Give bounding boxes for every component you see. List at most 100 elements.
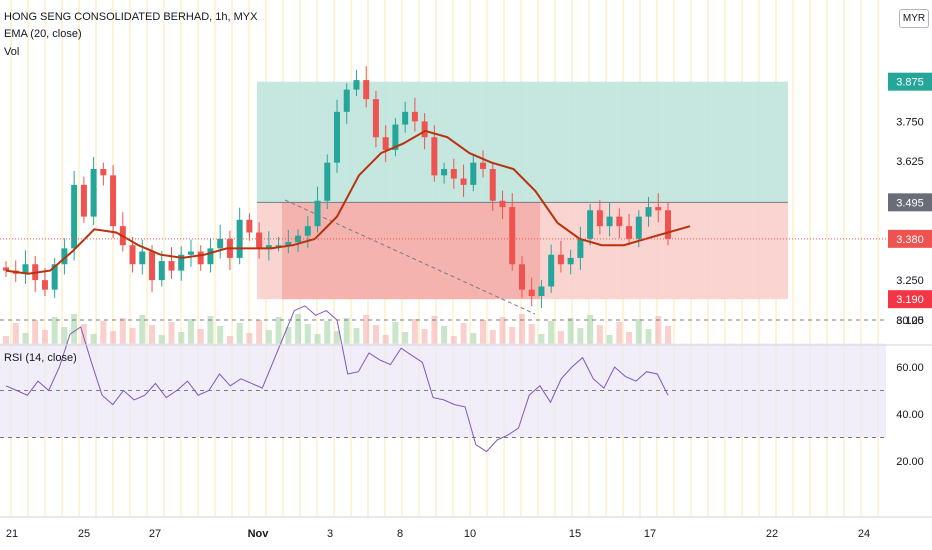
candle-body bbox=[158, 261, 165, 281]
candle-body bbox=[626, 226, 633, 239]
volume-bar bbox=[635, 319, 642, 344]
volume-bar bbox=[402, 332, 409, 344]
candle-body bbox=[489, 169, 496, 201]
volume-bar bbox=[41, 330, 48, 344]
candle-body bbox=[596, 210, 603, 227]
price-tick-label: 3.250 bbox=[896, 275, 924, 287]
candle-body bbox=[392, 124, 399, 150]
candle-body bbox=[178, 254, 185, 271]
candle-body bbox=[197, 251, 204, 265]
volume-bar bbox=[304, 324, 311, 344]
candle-body bbox=[80, 184, 87, 217]
price-badge bbox=[888, 290, 932, 309]
volume-bar bbox=[460, 323, 467, 344]
volume-bar bbox=[90, 334, 97, 344]
volume-bar bbox=[12, 323, 19, 344]
ema-legend[interactable]: EMA (20, close) bbox=[4, 28, 82, 40]
time-tick-label: 21 bbox=[6, 528, 18, 540]
price-badge-label: 3.190 bbox=[896, 294, 924, 306]
volume-bar bbox=[431, 316, 438, 344]
volume-bar bbox=[372, 325, 379, 344]
volume-bar bbox=[596, 325, 603, 344]
volume-bar bbox=[548, 321, 555, 344]
candle-body bbox=[285, 242, 292, 246]
candle-body bbox=[256, 232, 263, 249]
candle-body bbox=[110, 175, 117, 227]
volume-bar bbox=[246, 333, 253, 344]
vol-legend[interactable]: Vol bbox=[4, 46, 20, 58]
price-badge bbox=[888, 193, 932, 212]
volume-bar bbox=[256, 320, 263, 344]
volume-bar bbox=[606, 335, 613, 344]
candle-body bbox=[606, 216, 613, 227]
volume-bar bbox=[285, 327, 292, 344]
volume-bar bbox=[236, 323, 243, 344]
rsi-legend[interactable]: RSI (14, close) bbox=[4, 352, 77, 364]
volume-bar bbox=[441, 326, 448, 344]
candle-body bbox=[149, 251, 156, 281]
candle-body bbox=[129, 245, 136, 265]
volume-bar bbox=[295, 314, 302, 344]
volume-bar bbox=[275, 317, 282, 344]
volume-bar bbox=[139, 315, 146, 344]
candle-body bbox=[518, 264, 525, 290]
candle-body bbox=[353, 80, 360, 90]
candle-body bbox=[441, 169, 448, 176]
candle-body bbox=[324, 162, 331, 201]
price-tick-label: 3.625 bbox=[896, 156, 924, 168]
currency-badge[interactable]: MYR bbox=[899, 9, 929, 28]
rsi-tick-label: 80.00 bbox=[896, 315, 924, 327]
candle-body bbox=[567, 257, 574, 265]
time-tick-label: 3 bbox=[327, 528, 333, 540]
candle-body bbox=[265, 245, 272, 249]
candle-body bbox=[665, 210, 671, 239]
candle-body bbox=[499, 200, 506, 208]
candle-body bbox=[450, 169, 457, 179]
volume-bar bbox=[489, 330, 496, 344]
volume-bar bbox=[411, 319, 418, 344]
volume-bar bbox=[577, 328, 584, 344]
volume-bar bbox=[32, 320, 39, 344]
volume-bar bbox=[71, 314, 78, 344]
volume-bar bbox=[110, 331, 117, 344]
rsi-tick-label: 60.00 bbox=[896, 362, 924, 374]
price-tick-label: 3.750 bbox=[896, 116, 924, 128]
time-tick-label: 15 bbox=[569, 528, 581, 540]
volume-bar bbox=[538, 334, 545, 344]
volume-bar bbox=[100, 321, 107, 344]
volume-bar bbox=[518, 314, 525, 344]
candle-body bbox=[538, 286, 545, 296]
volume-bar bbox=[382, 335, 389, 344]
candle-body bbox=[382, 137, 389, 150]
volume-bar bbox=[450, 336, 457, 344]
volume-bar bbox=[392, 322, 399, 344]
candle-body bbox=[71, 184, 78, 249]
volume-bar bbox=[119, 318, 126, 344]
candle-body bbox=[372, 99, 379, 138]
candle-body bbox=[61, 248, 68, 265]
candle-body bbox=[470, 162, 477, 185]
volume-bar bbox=[626, 332, 633, 344]
volume-bar bbox=[187, 319, 194, 344]
candle-body bbox=[314, 200, 321, 227]
volume-bar bbox=[470, 333, 477, 344]
candle-body bbox=[509, 207, 516, 265]
candle-body bbox=[480, 162, 487, 169]
volume-bar bbox=[353, 328, 360, 344]
candle-body bbox=[295, 235, 302, 243]
volume-bar bbox=[61, 327, 68, 344]
rsi-pane bbox=[0, 305, 886, 453]
volume-bar bbox=[587, 315, 594, 344]
price-tick-label: 3.125 bbox=[896, 315, 924, 327]
time-tick-label: 27 bbox=[149, 528, 161, 540]
candlestick-series bbox=[3, 66, 671, 309]
rsi-tick-label: 20.00 bbox=[896, 456, 924, 468]
price-badge-label: 3.875 bbox=[896, 77, 924, 89]
volume-bar bbox=[3, 336, 9, 344]
candle-body bbox=[139, 251, 146, 265]
volume-bar bbox=[528, 324, 535, 344]
candle-body bbox=[207, 248, 214, 265]
volume-bar bbox=[22, 333, 29, 344]
rsi-tick-label: 40.00 bbox=[896, 409, 924, 421]
